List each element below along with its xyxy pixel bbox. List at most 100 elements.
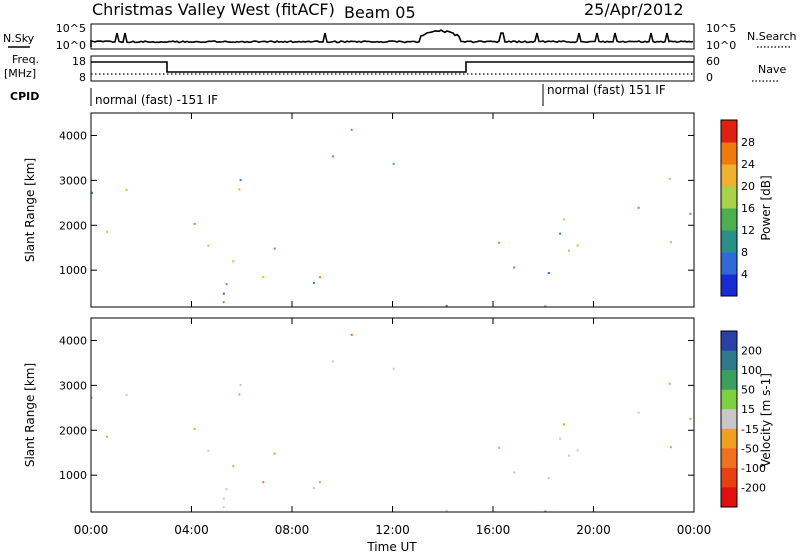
echo-cell <box>350 333 353 336</box>
echo-cell <box>350 128 353 131</box>
y-tick-label: 4000 <box>59 334 87 347</box>
time-axis-label: Time UT <box>366 540 417 554</box>
echo-cell <box>91 191 93 194</box>
echo-cell <box>668 382 671 385</box>
colorbar-tick-label: -100 <box>741 462 766 475</box>
date-title: 25/Apr/2012 <box>584 0 684 19</box>
nsky-bottom-tick: 10^0 <box>56 39 86 52</box>
colorbar-swatch <box>721 409 737 430</box>
freq-panel: Freq. [MHz] 18 8 60 0 Nave <box>4 53 786 84</box>
y-tick-label: 1000 <box>59 469 87 482</box>
nsearch-bottom-tick: 10^0 <box>706 39 736 52</box>
freq-top-tick: 18 <box>72 55 86 68</box>
echo-cell <box>125 188 128 191</box>
echo-cell <box>262 276 265 279</box>
nsky-top-tick: 10^5 <box>56 22 86 35</box>
colorbar-swatch <box>721 142 737 165</box>
echo-cell <box>238 393 241 396</box>
x-tick-label: 12:00 <box>375 523 410 537</box>
echo-cell <box>207 244 210 247</box>
power-colorbar: 4 8 12 16 20 24 28 Power [dB] <box>720 119 773 297</box>
colorbar-swatch <box>721 274 737 297</box>
echo-cell <box>91 396 93 399</box>
echo-cell <box>689 212 692 215</box>
echo-cell <box>498 446 501 449</box>
freq-trace <box>91 61 694 73</box>
x-tick-label: 08:00 <box>275 523 310 537</box>
x-tick-label: 00:00 <box>677 523 712 537</box>
colorbar-tick-label: 200 <box>741 345 762 358</box>
echo-cell <box>498 241 501 244</box>
echo-cell <box>669 446 672 449</box>
cpid-mode-2: normal (fast) 151 IF <box>547 83 666 97</box>
echo-cell <box>193 427 196 430</box>
velocity-panel: 1000 2000 3000 4000 00:00 04:00 08:00 12:00 16:… <box>23 113 711 554</box>
echo-cell <box>318 276 321 279</box>
echo-cell <box>445 509 448 512</box>
x-tick-label: 00:00 <box>74 523 109 537</box>
nsky-trace <box>90 29 694 47</box>
velocity-colorbar: 200 100 50 15 -15 -50 -100 -200 Velocity [m s-1… <box>720 330 773 508</box>
power-panel: 1000 2000 3000 4000 Slant Range [km] <box>23 112 695 308</box>
echo-cell <box>576 244 579 247</box>
echo-cell <box>262 481 265 484</box>
cpid-label: CPID <box>10 90 39 103</box>
echo-cell <box>105 230 108 233</box>
colorbar-tick-label: -200 <box>741 481 766 494</box>
colorbar-swatch <box>721 164 737 187</box>
colorbar-swatch <box>721 230 737 253</box>
colorbar-swatch <box>721 467 737 488</box>
echo-cell <box>547 477 550 479</box>
colorbar-swatch <box>721 252 737 275</box>
colorbar-tick-label: 100 <box>741 364 762 377</box>
colorbar-swatch <box>721 370 737 391</box>
colorbar-swatch <box>721 448 737 469</box>
echo-cell <box>207 449 210 452</box>
echo-cell <box>239 179 242 182</box>
colorbar-swatch <box>721 208 737 231</box>
beam-title: Beam 05 <box>344 3 416 22</box>
colorbar-tick-label: 20 <box>741 180 755 193</box>
echo-cell <box>125 393 128 396</box>
echo-cell <box>669 241 672 244</box>
echo-cell <box>392 162 395 165</box>
echo-cell <box>637 206 640 209</box>
echo-cell <box>559 232 562 235</box>
echo-cell <box>105 435 108 438</box>
echo-cell <box>513 266 516 269</box>
colorbar-tick-label: -50 <box>741 442 759 455</box>
x-tick-label: 04:00 <box>174 523 209 537</box>
power-colorbar-label: Power [dB] <box>759 175 773 240</box>
colorbar-tick-label: 4 <box>741 268 748 281</box>
echo-cell <box>222 506 225 509</box>
freq-label-1: Freq. <box>12 53 39 66</box>
echo-cell <box>232 465 235 468</box>
colorbar-tick-label: 50 <box>741 384 755 397</box>
echo-cell <box>318 481 321 484</box>
echo-cell <box>544 305 547 308</box>
colorbar-tick-label: -15 <box>741 423 759 436</box>
echo-cell <box>637 411 640 414</box>
echo-cell <box>312 487 315 489</box>
y-tick-label: 2000 <box>59 219 87 232</box>
colorbar-swatch <box>721 350 737 371</box>
echo-cell <box>222 497 225 500</box>
echo-cell <box>445 304 448 307</box>
colorbar-swatch <box>721 186 737 209</box>
echo-cell <box>312 282 315 284</box>
cpid-panel: CPID normal (fast) -151 IF normal (fast)… <box>10 83 666 107</box>
y-tick-label: 4000 <box>59 129 87 142</box>
echo-cell <box>273 452 276 455</box>
colorbar-tick-label: 28 <box>741 136 755 149</box>
nave-bottom-tick: 0 <box>706 71 713 84</box>
echo-cell <box>563 423 566 426</box>
radar-title: Christmas Valley West (fitACF) <box>92 0 335 19</box>
echo-cell <box>238 188 241 191</box>
y-tick-label: 3000 <box>59 174 87 187</box>
x-tick-label: 16:00 <box>476 523 511 537</box>
power-ylabel: Slant Range [km] <box>23 158 37 262</box>
colorbar-swatch <box>721 389 737 410</box>
echo-cell <box>239 384 242 387</box>
echo-cell <box>222 292 225 295</box>
